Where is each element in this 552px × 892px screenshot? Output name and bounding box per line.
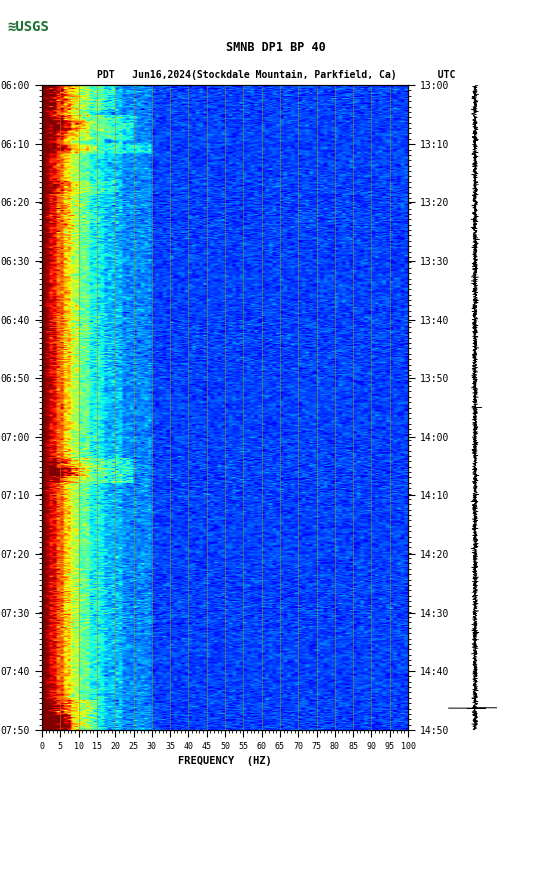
X-axis label: FREQUENCY  (HZ): FREQUENCY (HZ): [178, 756, 272, 766]
Text: ≋USGS: ≋USGS: [7, 20, 49, 34]
Text: SMNB DP1 BP 40: SMNB DP1 BP 40: [226, 41, 326, 54]
Text: PDT   Jun16,2024(Stockdale Mountain, Parkfield, Ca)       UTC: PDT Jun16,2024(Stockdale Mountain, Parkf…: [97, 70, 455, 79]
